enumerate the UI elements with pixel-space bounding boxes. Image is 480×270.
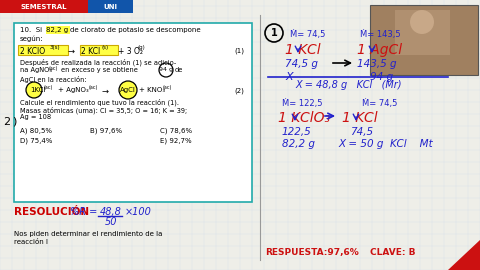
Text: 1 KCl: 1 KCl <box>285 43 321 57</box>
Text: 48,8: 48,8 <box>100 207 122 217</box>
Text: X = 48,8 g   KCl   (Mr): X = 48,8 g KCl (Mr) <box>295 80 401 90</box>
Text: B) 97,6%: B) 97,6% <box>90 128 122 134</box>
Text: 10.  Si: 10. Si <box>20 27 44 33</box>
Text: CLAVE: B: CLAVE: B <box>370 248 416 257</box>
Text: D) 75,4%: D) 75,4% <box>20 137 52 143</box>
Text: 122,5: 122,5 <box>282 127 312 137</box>
Text: (s): (s) <box>102 46 109 50</box>
Text: 2: 2 <box>3 117 11 127</box>
Text: Nos piden determinar el rendimiento de la: Nos piden determinar el rendimiento de l… <box>14 231 162 237</box>
Text: AgCl en la reacción:: AgCl en la reacción: <box>20 76 86 83</box>
Text: 1KCl: 1KCl <box>30 87 46 93</box>
Text: E) 92,7%: E) 92,7% <box>160 137 192 143</box>
Text: RESOLUCIÓN: RESOLUCIÓN <box>14 207 89 217</box>
Text: SEMESTRAL: SEMESTRAL <box>21 4 67 10</box>
Text: %R =: %R = <box>70 207 97 217</box>
Bar <box>395 10 450 55</box>
Bar <box>370 5 478 75</box>
Text: Calcule el rendimiento que tuvo la reacción (1).: Calcule el rendimiento que tuvo la reacc… <box>20 98 179 106</box>
Text: Después de realizada la reacción (1) se adicio-: Después de realizada la reacción (1) se … <box>20 58 176 66</box>
Text: 2 KCl: 2 KCl <box>81 47 100 56</box>
Bar <box>0 0 88 13</box>
Text: UNI: UNI <box>103 4 117 10</box>
Text: (2): (2) <box>234 87 244 93</box>
Text: 2 KClO: 2 KClO <box>20 47 45 56</box>
Text: 74,5 g: 74,5 g <box>285 59 318 69</box>
Text: Ṁ= 74,5: Ṁ= 74,5 <box>290 30 325 39</box>
Text: según:: según: <box>20 36 44 42</box>
Bar <box>14 23 252 202</box>
Text: AgCl: AgCl <box>120 87 136 93</box>
Text: (ac): (ac) <box>163 86 172 90</box>
Text: + KNO₃: + KNO₃ <box>139 87 165 93</box>
Text: (g): (g) <box>138 46 146 50</box>
Text: →: → <box>68 47 75 56</box>
Text: reacción I: reacción I <box>14 239 48 245</box>
Text: ×100: ×100 <box>125 207 152 217</box>
Text: ): ) <box>12 117 16 127</box>
Text: 82,2 g: 82,2 g <box>46 27 68 33</box>
Text: 1 KClO₃: 1 KClO₃ <box>278 111 330 125</box>
Text: 74,5: 74,5 <box>350 127 373 137</box>
Text: (1): (1) <box>234 47 244 53</box>
Text: 82,2 g: 82,2 g <box>282 139 315 149</box>
Text: Ṁ= 74,5: Ṁ= 74,5 <box>362 99 397 108</box>
Text: de: de <box>175 67 183 73</box>
Text: de clorato de potasio se descompone: de clorato de potasio se descompone <box>70 27 201 33</box>
Text: 94 g: 94 g <box>370 72 393 82</box>
Circle shape <box>410 10 434 34</box>
Circle shape <box>119 81 137 99</box>
Text: A) 80,5%: A) 80,5% <box>20 128 52 134</box>
Text: (ac): (ac) <box>49 66 59 71</box>
Text: 1: 1 <box>271 28 277 38</box>
Circle shape <box>26 82 42 98</box>
Text: + 3 O₂: + 3 O₂ <box>118 47 143 56</box>
Text: en exceso y se obtiene: en exceso y se obtiene <box>61 67 138 73</box>
Bar <box>46 26 70 34</box>
Text: 1 KCl: 1 KCl <box>342 111 378 125</box>
Polygon shape <box>448 240 480 270</box>
Text: 143,5 g: 143,5 g <box>357 59 396 69</box>
Text: 3(s): 3(s) <box>50 46 60 50</box>
Text: Masas atómicas (uma): Cl = 35,5; O = 16; K = 39;: Masas atómicas (uma): Cl = 35,5; O = 16;… <box>20 106 187 113</box>
Text: 50: 50 <box>105 217 118 227</box>
Text: Ṁ= 143,5: Ṁ= 143,5 <box>360 30 401 39</box>
Text: (ac): (ac) <box>44 86 53 90</box>
Text: 94 g: 94 g <box>159 67 173 72</box>
Text: Ṁ= 122,5: Ṁ= 122,5 <box>282 99 323 108</box>
Text: na AgNO₃: na AgNO₃ <box>20 67 52 73</box>
Text: RESPUESTA:97,6%: RESPUESTA:97,6% <box>265 248 359 257</box>
Text: C) 78,6%: C) 78,6% <box>160 128 192 134</box>
Text: →: → <box>102 87 109 96</box>
Bar <box>18 45 68 55</box>
Text: X: X <box>285 72 293 82</box>
Bar <box>80 45 118 55</box>
Bar <box>88 0 133 13</box>
Text: Ag = 108: Ag = 108 <box>20 114 51 120</box>
Text: + AgNO₃: + AgNO₃ <box>58 87 89 93</box>
Text: (ac): (ac) <box>89 86 98 90</box>
Text: 1 AgCl: 1 AgCl <box>357 43 402 57</box>
Text: X = 50 g  KCl    Mt: X = 50 g KCl Mt <box>338 139 433 149</box>
